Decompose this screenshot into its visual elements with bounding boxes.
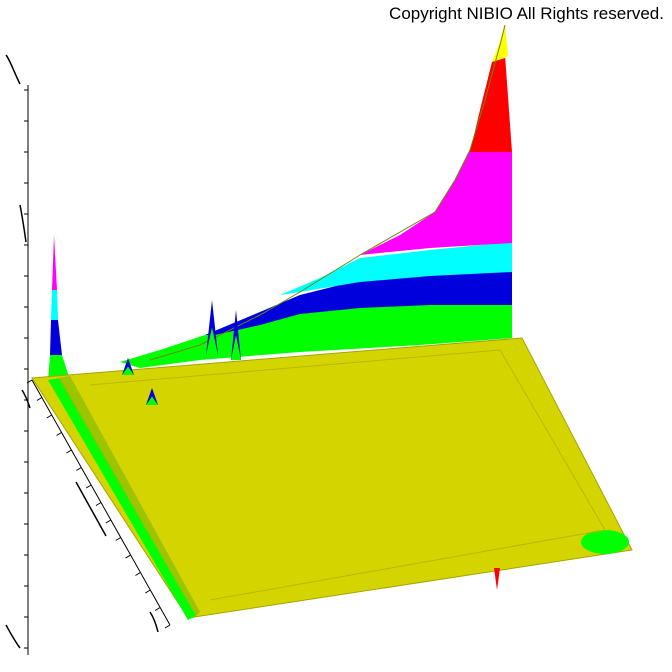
back-wall-band-4 — [360, 150, 512, 255]
x-axis-label-marks — [21, 389, 159, 633]
ridge-spike-base-2 — [231, 335, 241, 360]
x-tick — [66, 449, 72, 454]
x-tick — [115, 537, 121, 541]
x-tick — [76, 467, 82, 471]
ridge-spike-base-4 — [146, 396, 158, 405]
front-edge-strip — [48, 378, 196, 620]
under-spike — [494, 568, 500, 590]
left-peak-band-3 — [50, 320, 62, 355]
x-tick — [56, 432, 62, 436]
x-axis-ticks — [26, 379, 171, 629]
x-tick — [85, 484, 92, 489]
front-edge-shade — [58, 376, 200, 616]
ridge-spike-base-1 — [206, 327, 218, 355]
left-peak-band-1 — [52, 235, 57, 290]
back-wall-band-2 — [205, 268, 512, 335]
ridge-spike-base-3 — [122, 366, 134, 375]
left-peak-band-4 — [48, 355, 70, 380]
back-wall-band-3 — [280, 242, 512, 295]
inner-contour — [89, 349, 606, 601]
x-tick — [125, 554, 131, 559]
left-edge-peak — [48, 235, 70, 380]
x-tick — [46, 414, 52, 419]
back-wall-surface — [120, 24, 512, 368]
x-tick — [26, 379, 33, 384]
base-plane — [31, 337, 633, 619]
z-axis-label-marks — [5, 54, 27, 649]
x-tick — [154, 607, 161, 611]
x-tick — [135, 572, 141, 576]
x-tick — [95, 502, 102, 506]
x-tick — [164, 624, 171, 629]
z-axis-ticks — [24, 89, 28, 649]
x-tick — [36, 397, 43, 401]
ridge-spikes — [122, 300, 241, 405]
base-plane-details — [48, 349, 629, 620]
x-tick — [145, 589, 151, 594]
corner-patch — [581, 530, 629, 554]
copyright-text: Copyright NIBIO All Rights reserved. — [389, 4, 664, 23]
x-tick — [105, 519, 112, 524]
surface-ridge-line — [149, 24, 506, 361]
back-wall-band-5 — [470, 55, 512, 152]
left-peak-band-2 — [51, 290, 58, 320]
